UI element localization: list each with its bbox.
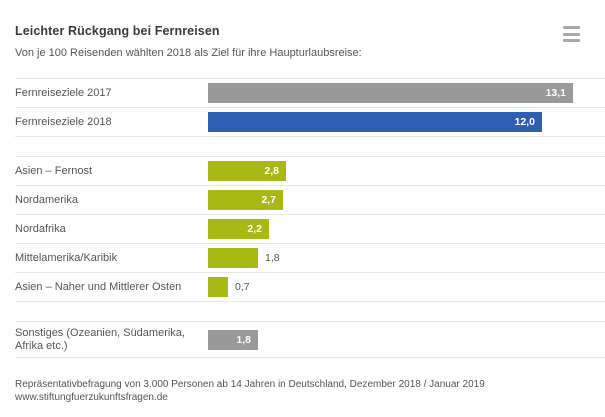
row-label: Nordafrika bbox=[15, 222, 66, 235]
bar-track: 0,7 bbox=[208, 277, 605, 297]
blue-bar[interactable]: 12,0 bbox=[208, 112, 542, 132]
chart-row: Fernreiseziele 2018 12,0 bbox=[15, 108, 605, 137]
chart-row: Asien – Naher und Mittlerer Osten 0,7 bbox=[15, 273, 605, 302]
row-label: Nordamerika bbox=[15, 193, 78, 206]
row-label: Fernreiseziele 2017 bbox=[15, 86, 112, 99]
menu-bar bbox=[563, 39, 580, 42]
menu-bar bbox=[563, 32, 580, 36]
row-label: Asien – Fernost bbox=[15, 164, 93, 177]
chart-row: Mittelamerika/Karibik 1,8 bbox=[15, 244, 605, 273]
green-bar[interactable] bbox=[208, 248, 258, 268]
page-title: Leichter Rückgang bei Fernreisen bbox=[15, 24, 220, 38]
gray-bar[interactable]: 1,8 bbox=[208, 329, 258, 350]
bar-value: 2,7 bbox=[261, 194, 276, 206]
bar-track: 12,0 bbox=[208, 112, 605, 132]
chart-body: Fernreiseziele 2017 13,1 Fernreiseziele 20… bbox=[15, 78, 605, 358]
green-bar[interactable]: 2,2 bbox=[208, 219, 269, 239]
chart-subtitle: Von je 100 Reisenden wählten 2018 als Zi… bbox=[15, 47, 362, 59]
chart-row: Fernreiseziele 2017 13,1 bbox=[15, 79, 605, 108]
bar-track: 2,7 bbox=[208, 190, 605, 210]
bar-track: 13,1 bbox=[208, 83, 605, 103]
hamburger-menu-icon[interactable] bbox=[563, 26, 580, 42]
green-bar[interactable]: 2,8 bbox=[208, 161, 286, 181]
bar-value: 0,7 bbox=[235, 281, 250, 293]
chart-row: Nordafrika 2,2 bbox=[15, 215, 605, 244]
row-label: Asien – Naher und Mittlerer Osten bbox=[15, 280, 182, 293]
chart-row: Nordamerika 2,7 bbox=[15, 186, 605, 215]
bar-track: 1,8 bbox=[208, 329, 605, 350]
chart-group: Asien – Fernost 2,8 Nordamerika 2,7 Nordafri… bbox=[15, 156, 605, 302]
row-label: Fernreiseziele 2018 bbox=[15, 115, 112, 128]
row-label: Mittelamerika/Karibik bbox=[15, 251, 118, 264]
bar-track: 1,8 bbox=[208, 248, 605, 268]
bar-track: 2,2 bbox=[208, 219, 605, 239]
bar-value: 2,2 bbox=[247, 223, 262, 235]
chart-row: Sonstiges (Ozeanien, Südamerika, Afrika … bbox=[15, 322, 605, 358]
source-note: Repräsentativbefragung von 3.000 Persone… bbox=[15, 378, 605, 404]
green-bar[interactable]: 2,7 bbox=[208, 190, 283, 210]
bar-track: 2,8 bbox=[208, 161, 605, 181]
green-bar[interactable] bbox=[208, 277, 228, 297]
bar-value: 13,1 bbox=[545, 87, 566, 99]
bar-value: 1,8 bbox=[265, 252, 280, 264]
chart-row: Asien – Fernost 2,8 bbox=[15, 157, 605, 186]
gray-bar[interactable]: 13,1 bbox=[208, 83, 573, 103]
source-line-1: Repräsentativbefragung von 3.000 Persone… bbox=[15, 379, 485, 390]
chart-group: Fernreiseziele 2017 13,1 Fernreiseziele 20… bbox=[15, 78, 605, 137]
bar-value: 12,0 bbox=[514, 116, 535, 128]
row-label: Sonstiges (Ozeanien, Südamerika, Afrika … bbox=[15, 326, 185, 352]
menu-bar bbox=[563, 26, 580, 29]
bar-value: 1,8 bbox=[236, 333, 251, 346]
chart-group: Sonstiges (Ozeanien, Südamerika, Afrika … bbox=[15, 321, 605, 358]
source-line-2: www.stiftungfuerzukunftsfragen.de bbox=[15, 392, 168, 403]
bar-value: 2,8 bbox=[264, 165, 279, 177]
